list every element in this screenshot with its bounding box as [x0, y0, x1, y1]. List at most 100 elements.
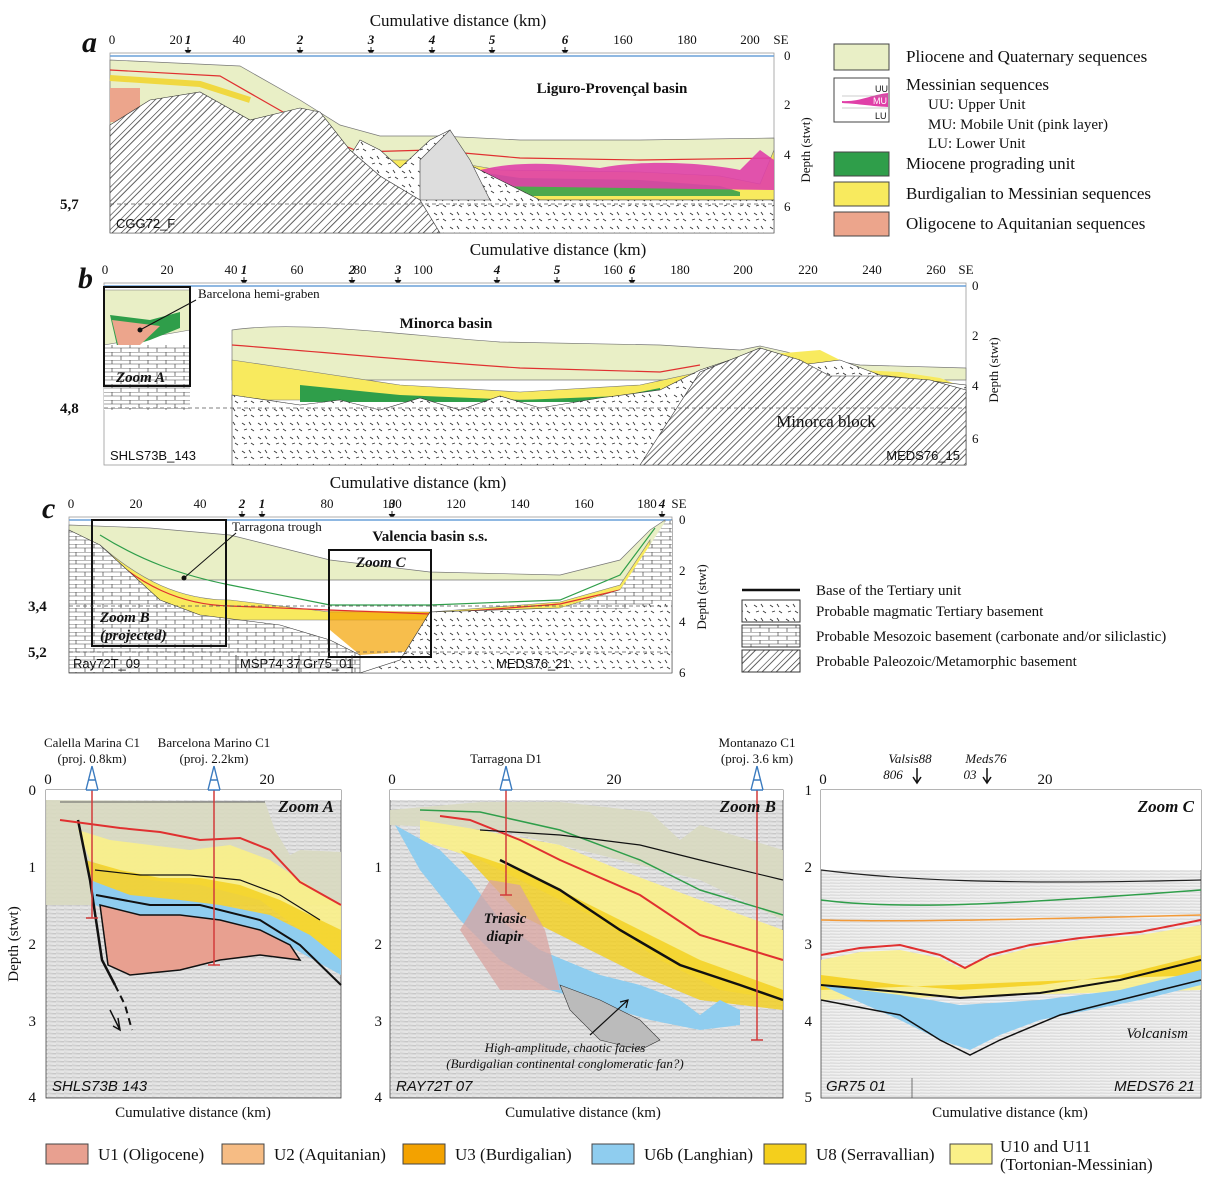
- tick-label: 0: [44, 772, 52, 788]
- zoom-b-profile: RAY72T 07: [396, 1078, 473, 1095]
- uu-icon-label: UU: [875, 84, 888, 94]
- triasic-diapir-shape: [460, 880, 560, 990]
- panel-a-depth-mark: 5,7: [60, 197, 79, 213]
- well2-proj: (proj. 3.6 km): [721, 751, 793, 766]
- panel-c-zoom-b-2: (projected): [100, 628, 167, 644]
- panel-c-wells: 2 1 3 4: [238, 496, 666, 511]
- tick-label: 60: [291, 262, 304, 277]
- panel-b: b Cumulative distance (km) 0 20 40 60 80…: [60, 240, 1001, 466]
- tick-label: 4: [805, 1014, 813, 1030]
- legend-label: Messinian sequences: [906, 75, 1049, 94]
- zoom-b-title: Zoom B: [719, 797, 776, 816]
- panel-a-letter: a: [82, 26, 97, 59]
- legend-swatch: [833, 43, 890, 71]
- panel-c-depth-ticks: 0 2 4 6: [679, 512, 686, 680]
- tick-label: 0: [109, 32, 116, 47]
- panel-c-depth-mark-1: 3,4: [28, 599, 47, 615]
- legend-label: Burdigalian to Messinian sequences: [906, 184, 1151, 203]
- tick-label: 1: [375, 860, 383, 876]
- well-number: 4: [428, 32, 436, 47]
- tick-label: 0: [388, 772, 396, 788]
- marker2-name: Meds76: [964, 751, 1007, 766]
- depth-tick: 2: [679, 563, 686, 578]
- tick-label: 180: [670, 262, 690, 277]
- panel-a-x-title: Cumulative distance (km): [370, 11, 547, 30]
- panel-c-depth-mark-2: 5,2: [28, 645, 47, 661]
- legend-label: Base of the Tertiary unit: [816, 583, 962, 599]
- well-number: 1: [259, 496, 266, 511]
- tick-label: 3: [375, 1014, 383, 1030]
- well-number: 3: [394, 262, 402, 277]
- zoom-a-box: [103, 286, 191, 387]
- well-number: 6: [562, 32, 569, 47]
- tick-label: 4: [375, 1090, 383, 1106]
- panel-c-x-ticks: 0 20 40 80 100 120 140 160 180 SE: [68, 496, 687, 511]
- panel-c: c Cumulative distance (km) 0 20 40 80 10…: [28, 473, 709, 680]
- tick-label: 120: [446, 496, 466, 511]
- depth-tick: 4: [784, 147, 791, 162]
- panel-b-x-title: Cumulative distance (km): [470, 240, 647, 259]
- panel-b-letter: b: [78, 262, 93, 295]
- unit-label: U2 (Aquitanian): [274, 1145, 386, 1164]
- diapir-label-2: diapir: [487, 929, 524, 945]
- minorca-block-shape: [639, 347, 967, 466]
- legend-label: Pliocene and Quaternary sequences: [906, 47, 1147, 66]
- tick-label: 140: [510, 496, 530, 511]
- well1-name: Tarragona D1: [470, 751, 542, 766]
- legend-label: Probable Mesozoic basement (carbonate an…: [816, 629, 1166, 645]
- tick-label: 2: [29, 937, 37, 953]
- mesozoic-swatch: [741, 624, 801, 648]
- zoom-c-x-ticks: 0 20: [819, 772, 1052, 788]
- depth-tick: 6: [679, 665, 686, 680]
- zoom-a-profile: SHLS73B 143: [52, 1078, 148, 1095]
- unit-swatch: [221, 1143, 265, 1165]
- well-number: 5: [489, 32, 496, 47]
- panel-c-basin: Valencia basin s.s.: [372, 529, 488, 545]
- tick-label: 20: [260, 772, 275, 788]
- panel-b-x-ticks: 0 20 40 60 80 100 160 180 200 220 240 26…: [102, 262, 974, 277]
- well-number: 4: [493, 262, 501, 277]
- unit-swatch: [949, 1143, 993, 1165]
- tick-label: 3: [805, 937, 813, 953]
- well-number: 3: [388, 496, 396, 511]
- lu-icon-label: LU: [875, 111, 887, 121]
- tick-label: 1: [805, 783, 813, 799]
- depth-tick: 0: [784, 48, 791, 63]
- tick-label: 180: [677, 32, 697, 47]
- tick-label: 0: [819, 772, 827, 788]
- tick-label: 80: [354, 262, 367, 277]
- mu-icon: [842, 93, 888, 107]
- tick-label: 100: [382, 496, 402, 511]
- zoom-c-box: [328, 549, 432, 658]
- zoom-a-y-label: Depth (stwt): [6, 906, 22, 981]
- unit-swatch: [402, 1143, 446, 1165]
- tick-label: 40: [194, 496, 207, 511]
- zoom-a-y-ticks: 0 1 2 3 4: [29, 783, 37, 1106]
- panel-a-wells: 1 2 3 4 5 6: [185, 32, 569, 47]
- panel-b-block: Minorca block: [776, 412, 876, 431]
- tick-label: 20: [130, 496, 143, 511]
- tick-label: 200: [733, 262, 753, 277]
- tick-label: 1: [29, 860, 37, 876]
- tick-label: 0: [29, 783, 37, 799]
- legend-label: Probable magmatic Tertiary basement: [816, 604, 1044, 620]
- tick-label: 160: [603, 262, 623, 277]
- tick-label: 20: [1038, 772, 1053, 788]
- well-number: 2: [238, 496, 246, 511]
- well2-derrick-icon: [750, 765, 764, 791]
- well-number: 6: [629, 262, 636, 277]
- panel-a-x-ticks: 0 20 40 160 180 200 SE: [109, 32, 789, 47]
- facies-label-1: High-amplitude, chaotic facies: [484, 1040, 646, 1055]
- depth-tick: 2: [784, 97, 791, 112]
- panel-c-profiles: Ray72T_09 MSP74 37 Gr75_01 MEDS76_21: [73, 656, 570, 671]
- unit-label: U8 (Serravallian): [816, 1145, 934, 1164]
- panel-b-wells: 1 2 3 4 5 6: [241, 262, 636, 277]
- well-number: 2: [348, 262, 356, 277]
- diapir: [419, 129, 491, 201]
- tick-label: 20: [161, 262, 174, 277]
- well-number: 4: [658, 496, 666, 511]
- tick-label: 20: [170, 32, 183, 47]
- tick-label: 260: [926, 262, 946, 277]
- tick-label: 100: [413, 262, 433, 277]
- legend-label: Probable Paleozoic/Metamorphic basement: [816, 654, 1078, 670]
